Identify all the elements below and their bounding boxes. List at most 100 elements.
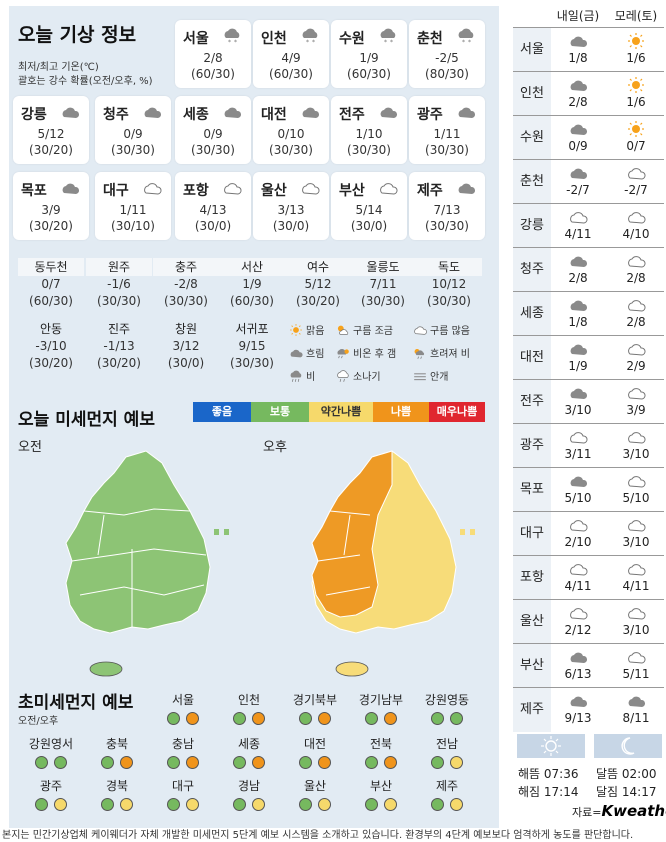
ufine-region-name: 울산: [303, 779, 327, 793]
forecast-row: 대구 2/10 3/10: [513, 511, 664, 556]
ufine-region: 광주: [18, 778, 84, 811]
small-city-name: 서귀포: [235, 322, 269, 336]
ufine-region-name: 대구: [171, 779, 195, 793]
mostly-cloudy-icon: [628, 520, 646, 532]
city-card: 서울 * * 2/8 (60/30): [175, 20, 251, 88]
dust-level: 약간나쁨: [309, 402, 373, 422]
ufine-am-dot: [35, 798, 48, 811]
forecast-row: 전주 3/10 3/9: [513, 379, 664, 424]
moonset: 달짐 14:17: [596, 785, 657, 799]
source-credit: 자료=Kweather: [572, 801, 666, 820]
city-name: 광주: [417, 107, 443, 123]
ufine-region: 인천: [216, 692, 282, 725]
city-temp: 0/10: [277, 127, 305, 141]
cloudy-icon: [302, 107, 320, 118]
city-name: 인천: [261, 31, 287, 47]
forecast-row: 제주 9/13 8/11: [513, 687, 664, 732]
legend-label: 안개: [430, 372, 449, 383]
forecast-tomorrow-temp: 2/10: [564, 535, 592, 549]
forecast-row: 대전 1/9 2/9: [513, 335, 664, 380]
forecast-row: 인천 2/8 1/6: [513, 71, 664, 116]
cloudy-icon: [570, 256, 588, 267]
ufine-pm-dot: [186, 712, 199, 725]
forecast-tomorrow-temp: 4/11: [564, 579, 592, 593]
forecast-dayafter-temp: 3/9: [626, 403, 646, 417]
dust-level: 나쁨: [373, 402, 429, 422]
moonrise: 달뜸 02:00: [596, 767, 657, 781]
ufine-pm-dot: [252, 798, 265, 811]
city-name: 부산: [339, 183, 365, 199]
city-prob: (30/30): [191, 143, 235, 157]
small-city-name: 창원: [174, 322, 198, 336]
forecast-city: 대전: [513, 336, 551, 380]
city-temp: 5/12: [37, 127, 65, 141]
svg-text:*: *: [462, 39, 465, 44]
city-card: 인천 * * 4/9 (60/30): [253, 20, 329, 88]
source-prefix: 자료=: [572, 806, 602, 819]
ufine-region-name: 광주: [39, 779, 63, 793]
city-name: 울산: [261, 183, 287, 199]
small-city-prob: (30/30): [97, 294, 141, 308]
city-card: 세종 0/9 (30/30): [175, 96, 251, 164]
forecast-city: 인천: [513, 72, 551, 116]
svg-text:*: *: [306, 39, 309, 44]
small-city-temp: -2/8: [174, 277, 198, 291]
small-city-temp: -1/13: [103, 339, 135, 353]
small-city: 독도 10/12 (30/30): [416, 258, 482, 315]
dust-level: 좋음: [193, 402, 251, 422]
legend-label: 소나기: [353, 372, 381, 383]
city-card: 목포 3/9 (30/20): [13, 172, 89, 240]
ufine-region-name: 인천: [237, 693, 261, 707]
fog-icon: [414, 372, 426, 380]
mostly-cloudy-icon: [570, 564, 588, 576]
dust-level-legend: 좋음 보통 약간나쁨 나쁨 매우나쁨: [193, 402, 485, 422]
small-city-temp: 1/9: [242, 277, 262, 291]
ufine-am-dot: [167, 756, 180, 769]
forecast-dayafter-temp: 2/8: [626, 315, 646, 329]
forecast-tomorrow-temp: 2/12: [564, 623, 592, 637]
mostly-cloudy-icon: [224, 183, 242, 195]
mostly-cloudy-icon: [570, 520, 588, 532]
ufine-pm-dot: [186, 756, 199, 769]
am-label: 오전: [18, 440, 42, 455]
ufine-pm-dot: [384, 712, 397, 725]
ufine-subtitle: 오전/오후: [18, 716, 59, 727]
forecast-dayafter-temp: 2/9: [626, 359, 646, 373]
city-temp: 0/9: [203, 127, 223, 141]
ufine-region: 경남: [216, 778, 282, 811]
city-temp: 1/10: [355, 127, 383, 141]
city-prob: (30/30): [425, 143, 469, 157]
moon-box: [594, 734, 662, 758]
mostly-cloudy-icon: [302, 183, 320, 195]
small-city-prob: (30/30): [361, 294, 405, 308]
mostly-cloudy-icon: [628, 256, 646, 268]
cloud-snow-icon: * *: [458, 28, 474, 46]
forecast-row: 울산 2/12 3/10: [513, 599, 664, 644]
forecast-row: 춘천 -2/7 -2/7: [513, 159, 664, 204]
forecast-city: 서울: [513, 28, 551, 72]
sun-icon: [628, 77, 644, 93]
small-city-temp: -1/6: [107, 277, 131, 291]
legend-item: 맑음: [288, 322, 324, 337]
forecast-dayafter-temp: 3/10: [622, 447, 650, 461]
small-city: 울릉도 7/11 (30/30): [350, 258, 416, 315]
city-card: 부산 5/14 (30/0): [331, 172, 407, 240]
city-card: 전주 1/10 (30/30): [331, 96, 407, 164]
ufine-title: 초미세먼지 예보: [18, 693, 134, 713]
forecast-dayafter-temp: 4/11: [622, 579, 650, 593]
forecast-city: 목포: [513, 468, 551, 512]
ufine-pm-dot: [252, 712, 265, 725]
ufine-region: 제주: [414, 778, 480, 811]
small-city: 여수 5/12 (30/20): [285, 258, 351, 315]
ufine-region-name: 경기북부: [292, 693, 338, 707]
city-card: 광주 1/11 (30/30): [409, 96, 485, 164]
ufine-region: 전남: [414, 736, 480, 769]
mostly-cloudy-icon: [628, 168, 646, 180]
cloudy-then-rain-icon: [414, 348, 425, 359]
ufine-region: 경기남부: [348, 692, 414, 725]
ufine-pm-dot: [318, 712, 331, 725]
mostly-cloudy-icon: [570, 212, 588, 224]
city-prob: (30/20): [29, 219, 73, 233]
city-temp: 3/13: [277, 203, 305, 217]
ufine-region: 세종: [216, 736, 282, 769]
